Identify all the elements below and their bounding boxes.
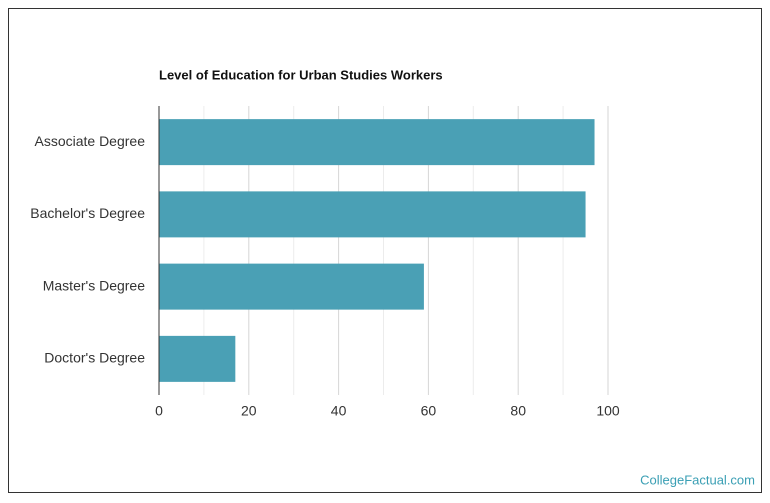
frame — [8, 8, 762, 493]
footer: CollegeFactual.com — [640, 472, 755, 487]
bar — [159, 335, 236, 382]
y-tick-label: Doctor's Degree — [44, 350, 145, 366]
y-tick-label: Master's Degree — [43, 277, 145, 293]
x-tick-label: 40 — [331, 403, 347, 419]
x-tick-label: 80 — [510, 403, 526, 419]
x-tick-label: 20 — [241, 403, 257, 419]
y-tick-label: Bachelor's Degree — [30, 205, 145, 221]
x-tick-label: 0 — [155, 403, 163, 419]
x-tick-label: 100 — [596, 403, 620, 419]
bar — [159, 191, 586, 238]
bar — [159, 119, 595, 166]
chart-title: Level of Education for Urban Studies Wor… — [159, 67, 443, 82]
y-tick-label: Associate Degree — [34, 133, 145, 149]
bar — [159, 263, 424, 310]
x-tick-label: 60 — [421, 403, 437, 419]
